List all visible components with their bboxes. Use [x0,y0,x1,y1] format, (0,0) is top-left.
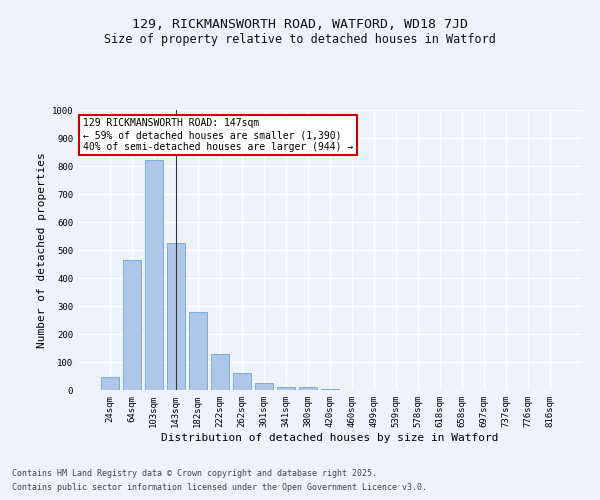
Bar [189,312,206,390]
Bar [255,383,273,390]
X-axis label: Distribution of detached houses by size in Watford: Distribution of detached houses by size … [161,432,499,442]
Bar [277,387,295,390]
Text: Size of property relative to detached houses in Watford: Size of property relative to detached ho… [104,32,496,46]
Bar [299,387,317,390]
Bar [233,373,251,390]
Text: 129, RICKMANSWORTH ROAD, WATFORD, WD18 7JD: 129, RICKMANSWORTH ROAD, WATFORD, WD18 7… [132,18,468,30]
Bar [101,377,119,390]
Bar [167,243,185,390]
Text: Contains public sector information licensed under the Open Government Licence v3: Contains public sector information licen… [12,484,427,492]
Bar [321,389,339,390]
Text: Contains HM Land Registry data © Crown copyright and database right 2025.: Contains HM Land Registry data © Crown c… [12,468,377,477]
Text: 129 RICKMANSWORTH ROAD: 147sqm
← 59% of detached houses are smaller (1,390)
40% : 129 RICKMANSWORTH ROAD: 147sqm ← 59% of … [83,118,353,152]
Bar [145,160,163,390]
Bar [211,354,229,390]
Bar [123,260,140,390]
Y-axis label: Number of detached properties: Number of detached properties [37,152,47,348]
